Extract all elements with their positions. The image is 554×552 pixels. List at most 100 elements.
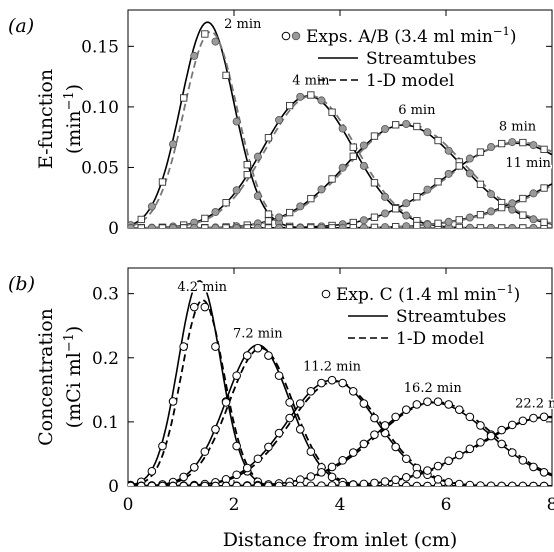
y-tick-label: 0 — [108, 219, 119, 239]
exp-point-b — [519, 224, 527, 228]
exp-point — [158, 441, 167, 451]
exp-point — [189, 463, 199, 472]
exp-point — [433, 461, 443, 471]
y-tick-label: 0.10 — [81, 98, 119, 118]
exp-point-a — [359, 216, 368, 225]
exp-point-b — [498, 139, 506, 148]
exp-point-b — [370, 223, 379, 228]
exp-point-b — [286, 224, 294, 228]
exp-point — [529, 413, 538, 423]
exp-point — [264, 351, 273, 360]
exp-point — [317, 481, 326, 486]
exp-point-b — [201, 214, 209, 223]
exp-point — [423, 466, 432, 475]
exp-point-b — [222, 199, 230, 207]
exp-point — [158, 481, 167, 486]
exp-point-b — [519, 211, 527, 219]
exp-point-a — [275, 213, 284, 222]
exp-point — [306, 481, 316, 486]
exp-point-a — [487, 223, 496, 228]
series-22.2-min — [128, 412, 552, 486]
exp-point-b — [264, 134, 273, 142]
legend-marker — [281, 31, 291, 41]
exp-point — [221, 398, 231, 407]
exp-point — [242, 481, 252, 486]
exp-point — [242, 351, 252, 360]
exp-point-a — [465, 169, 474, 178]
exp-point-a — [169, 224, 178, 228]
exp-point-a — [232, 186, 241, 195]
exp-point-b — [498, 203, 506, 212]
exp-point-b — [179, 94, 188, 102]
y-tick-label: 0.15 — [81, 37, 119, 57]
exp-point-b — [540, 184, 548, 192]
exp-point-a — [381, 192, 390, 201]
y-tick-label: 0.1 — [92, 413, 119, 433]
exp-point — [147, 481, 157, 486]
exp-point — [200, 447, 210, 456]
exp-point-b — [413, 122, 421, 131]
exp-point-b — [328, 175, 336, 183]
streamtube-curve — [128, 142, 552, 228]
exp-point-b — [370, 213, 379, 221]
legend-label: 1-D model — [366, 71, 454, 91]
legend-label: Exps. A/B (3.4 ml min−1) — [306, 24, 517, 47]
exp-point — [507, 481, 517, 486]
exp-point — [295, 481, 305, 486]
exp-point — [295, 399, 305, 408]
exp-point-a — [296, 202, 305, 211]
streamtube-curve — [128, 95, 552, 228]
exp-point-a — [529, 189, 538, 198]
exp-point-b — [392, 205, 400, 213]
exp-point — [476, 481, 485, 486]
exp-point — [454, 479, 464, 486]
exp-point-b — [540, 218, 548, 226]
exp-point — [497, 425, 506, 435]
exp-point — [359, 439, 369, 449]
exp-point-b — [519, 138, 527, 147]
exp-point — [306, 447, 316, 456]
exp-point-a — [402, 211, 411, 220]
y-tick-label: 0.2 — [92, 349, 119, 369]
exp-point — [232, 371, 241, 380]
panel-label: (b) — [8, 273, 35, 295]
legend-label: 1-D model — [396, 329, 484, 349]
exp-point — [433, 475, 443, 484]
exp-point-a — [211, 207, 220, 216]
exp-point — [359, 399, 369, 408]
exp-point — [497, 439, 506, 449]
exp-point-b — [179, 224, 188, 228]
panel-label: (a) — [8, 15, 34, 37]
exp-point-a — [423, 185, 432, 194]
exp-point-b — [286, 208, 294, 217]
exp-point — [486, 431, 496, 441]
exp-point-a — [444, 146, 453, 155]
series-16.2-min — [128, 397, 552, 486]
exp-point-a — [190, 224, 199, 228]
exp-point-b — [540, 145, 548, 154]
x-tick-label: 8 — [547, 495, 554, 515]
series-8-min — [128, 138, 552, 228]
exp-point-b — [349, 152, 357, 160]
exp-point — [306, 472, 316, 481]
exp-point — [232, 470, 241, 480]
exp-point-b — [476, 211, 485, 219]
exp-point-b — [222, 71, 230, 80]
exp-point — [401, 481, 411, 486]
exp-point-b — [222, 224, 230, 228]
exp-point-a — [275, 115, 284, 124]
exp-point — [380, 421, 390, 430]
exp-point — [200, 302, 210, 312]
streamtube-curve — [128, 416, 552, 486]
exp-point-a — [211, 224, 220, 228]
exp-point — [401, 473, 411, 482]
exp-point-b — [455, 223, 463, 228]
exp-point-b — [476, 180, 485, 188]
curve-label: 6 min — [398, 103, 436, 118]
exp-point-a — [338, 124, 347, 133]
exp-point — [211, 342, 220, 351]
exp-point-a — [317, 96, 326, 105]
exp-point-b — [264, 210, 273, 218]
exp-point-a — [190, 51, 199, 60]
exp-point-a — [529, 224, 538, 228]
